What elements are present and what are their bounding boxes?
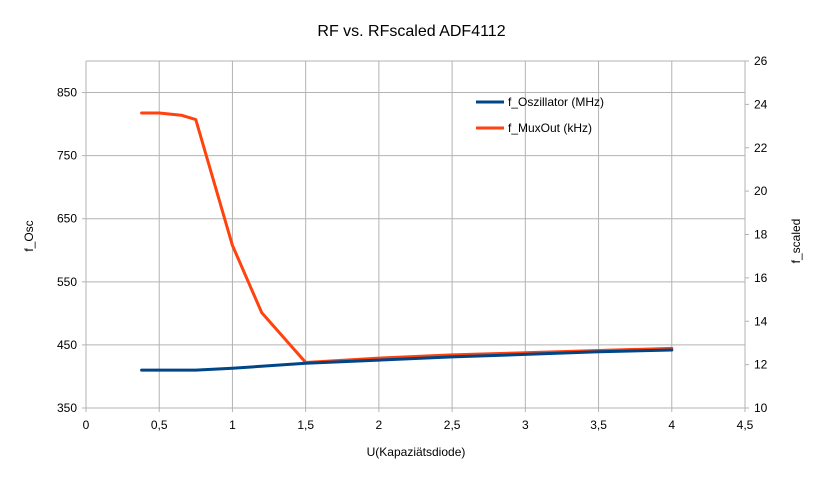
y-left-tick-label: 350 [57, 401, 77, 415]
y-right-tick-label: 18 [754, 228, 768, 242]
y-right-axis-ticks: 10 12 14 16 18 20 22 24 26 [745, 54, 768, 415]
x-tick-label: 0,5 [151, 418, 168, 432]
x-tick-label: 1 [229, 418, 236, 432]
series-layer [140, 111, 674, 372]
y-left-axis-label: f_Osc [22, 220, 36, 251]
y-right-tick-label: 16 [754, 271, 768, 285]
y-right-tick-label: 22 [754, 141, 768, 155]
x-tick-label: 2 [376, 418, 383, 432]
x-tick-label: 0 [83, 418, 90, 432]
legend-label-f-oszillator-mhz: f_Oszillator (MHz) [508, 95, 604, 109]
y-left-tick-label: 450 [57, 338, 77, 352]
chart-title: RF vs. RFscaled ADF4112 [317, 23, 505, 40]
legend-label-f-muxout-khz: f_MuxOut (kHz) [508, 121, 592, 135]
y-right-tick-label: 14 [754, 314, 768, 328]
x-tick-label: 4,5 [737, 418, 754, 432]
x-tick-label: 2,5 [444, 418, 461, 432]
y-left-tick-label: 850 [57, 86, 77, 100]
x-tick-label: 3 [522, 418, 529, 432]
y-right-tick-label: 24 [754, 97, 768, 111]
x-tick-label: 1,5 [297, 418, 314, 432]
y-right-tick-label: 10 [754, 401, 768, 415]
y-left-axis-ticks: 350 450 550 650 750 850 [57, 86, 86, 415]
x-tick-label: 3,5 [590, 418, 607, 432]
y-right-tick-label: 12 [754, 358, 768, 372]
y-right-tick-label: 26 [754, 54, 768, 68]
y-left-tick-label: 650 [57, 212, 77, 226]
series-line-f-muxout-khz [140, 111, 674, 364]
x-tick-label: 4 [668, 418, 675, 432]
legend: f_Oszillator (MHz) f_MuxOut (kHz) [476, 95, 604, 135]
series-line-f-oszillator-mhz [140, 348, 674, 372]
y-left-tick-label: 550 [57, 275, 77, 289]
x-axis-ticks: 0 0,5 1 1,5 2 2,5 3 3,5 4 4,5 [83, 408, 754, 432]
x-axis-label: U(Kapaziätsdiode) [367, 445, 466, 459]
y-right-tick-label: 20 [754, 184, 768, 198]
y-right-axis-label: f_scaled [789, 219, 803, 264]
y-left-tick-label: 750 [57, 149, 77, 163]
